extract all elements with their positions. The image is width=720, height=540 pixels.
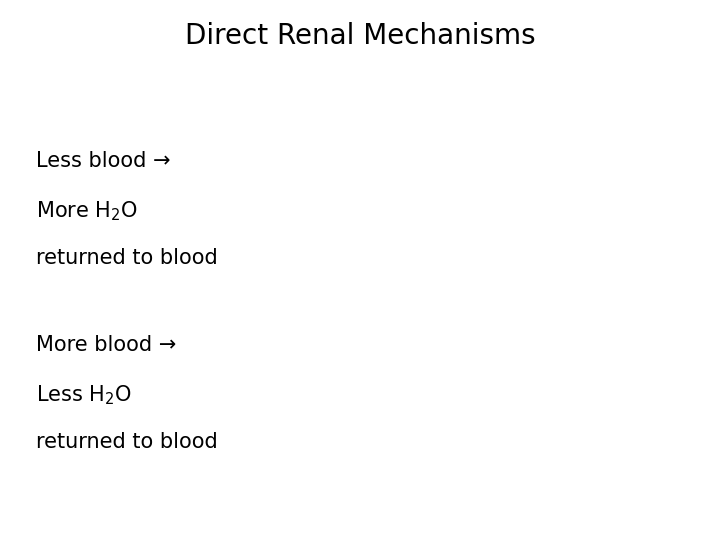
Text: More blood →: More blood → xyxy=(36,335,176,355)
Text: Direct Renal Mechanisms: Direct Renal Mechanisms xyxy=(185,22,535,50)
Text: returned to blood: returned to blood xyxy=(36,432,217,452)
Text: Less H$_2$O: Less H$_2$O xyxy=(36,383,132,407)
Text: More H$_2$O: More H$_2$O xyxy=(36,200,138,224)
Text: Less blood →: Less blood → xyxy=(36,151,171,171)
Text: returned to blood: returned to blood xyxy=(36,248,217,268)
